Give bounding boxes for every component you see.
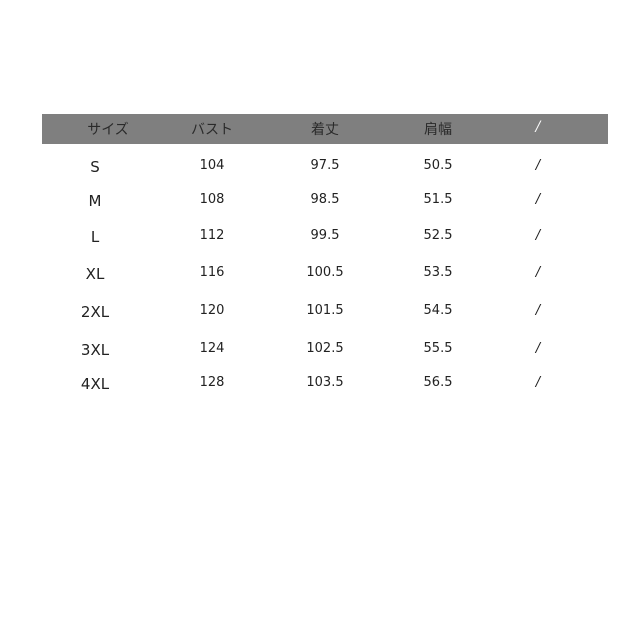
table-header-bar	[42, 114, 608, 144]
table-cell: S	[90, 158, 100, 176]
table-cell: 120	[199, 303, 225, 318]
table-cell: XL	[85, 265, 105, 283]
table-cell: 124	[199, 341, 225, 356]
table-cell: /	[535, 375, 541, 390]
column-header: 肩幅	[424, 122, 452, 138]
table-cell: 116	[199, 265, 225, 280]
table-cell: 2XL	[80, 303, 110, 321]
table-cell: /	[535, 265, 541, 280]
table-cell: 112	[199, 228, 225, 243]
table-cell: 104	[199, 158, 225, 173]
table-cell: 3XL	[80, 341, 110, 359]
table-cell: 108	[199, 192, 225, 207]
table-cell: 50.5	[423, 158, 453, 173]
column-header: サイズ	[87, 122, 129, 138]
table-cell: 53.5	[423, 265, 453, 280]
table-cell: 100.5	[306, 265, 344, 280]
table-cell: 98.5	[310, 192, 340, 207]
table-cell: 97.5	[310, 158, 340, 173]
table-cell: /	[535, 228, 541, 243]
table-cell: 99.5	[310, 228, 340, 243]
table-cell: 54.5	[423, 303, 453, 318]
table-cell: 55.5	[423, 341, 453, 356]
table-cell: /	[535, 158, 541, 173]
table-cell: 4XL	[80, 375, 110, 393]
table-cell: 103.5	[306, 375, 344, 390]
table-cell: /	[535, 192, 541, 207]
table-cell: 102.5	[306, 341, 344, 356]
table-cell: 52.5	[423, 228, 453, 243]
table-cell: 51.5	[423, 192, 453, 207]
table-cell: 101.5	[306, 303, 344, 318]
table-cell: 56.5	[423, 375, 453, 390]
column-header: バスト	[191, 122, 233, 138]
column-header: /	[535, 119, 541, 135]
table-cell: /	[535, 303, 541, 318]
table-cell: 128	[199, 375, 225, 390]
table-cell: M	[88, 192, 102, 210]
table-cell: /	[535, 341, 541, 356]
table-cell: L	[90, 228, 100, 246]
column-header: 着丈	[311, 122, 339, 138]
